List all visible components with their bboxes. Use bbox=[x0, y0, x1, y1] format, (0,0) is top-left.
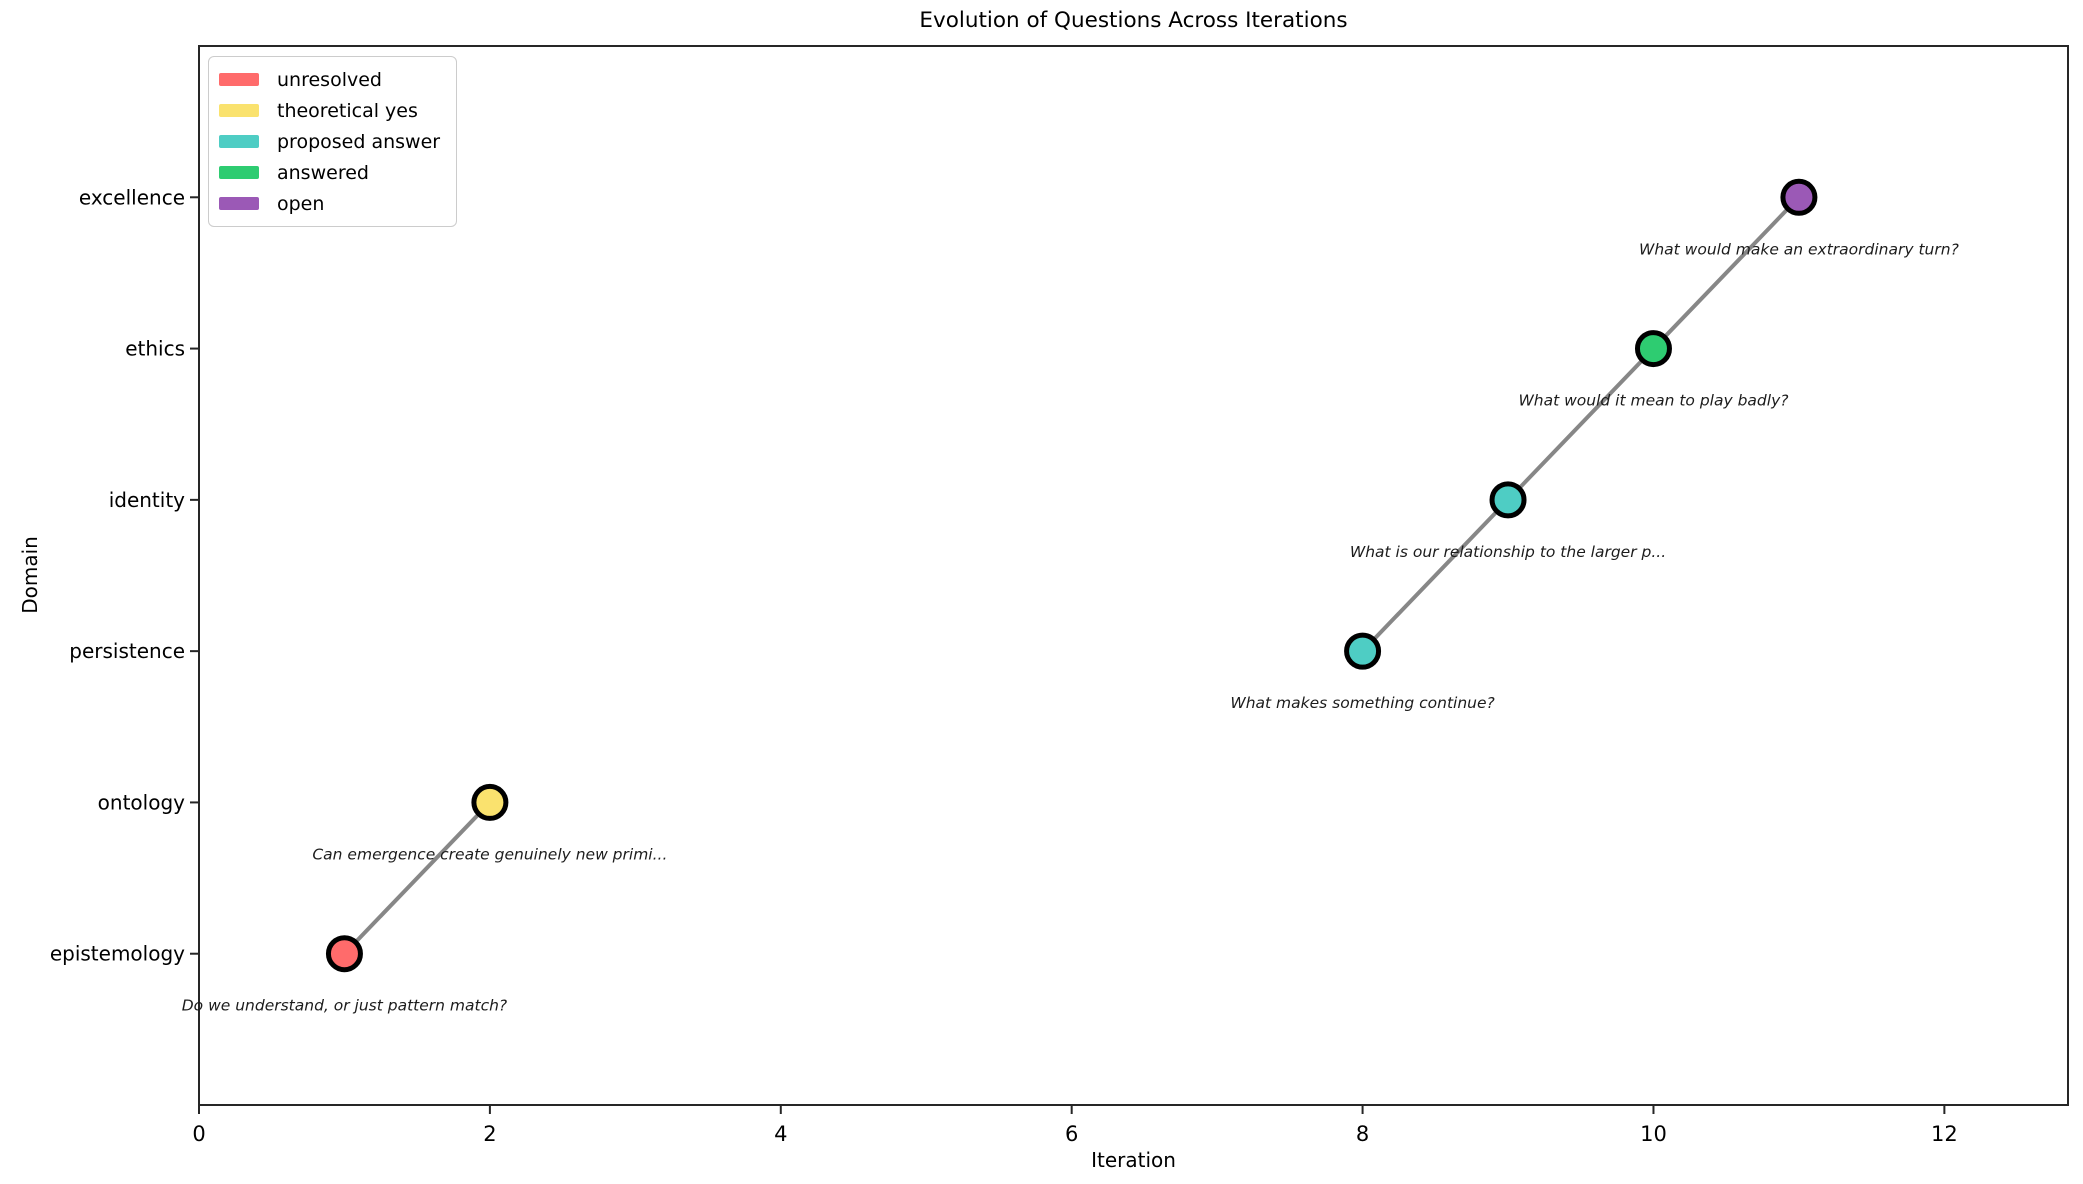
y-tick-label-excellence: excellence bbox=[79, 185, 185, 209]
legend-item-proposed-answer: proposed answer bbox=[219, 126, 440, 157]
x-tick-label: 8 bbox=[1356, 1122, 1369, 1146]
y-tick-label-ontology: ontology bbox=[98, 790, 185, 814]
y-tick-label-persistence: persistence bbox=[69, 639, 185, 663]
data-point-ontology bbox=[471, 783, 509, 821]
legend-label: proposed answer bbox=[277, 130, 441, 153]
data-point-epistemology bbox=[325, 935, 363, 973]
y-tick-label-identity: identity bbox=[109, 488, 185, 512]
legend-item-unresolved: unresolved bbox=[219, 64, 440, 95]
annotation-epistemology: Do we understand, or just pattern match? bbox=[182, 997, 507, 1015]
x-tick-label: 10 bbox=[1640, 1122, 1667, 1146]
data-point-ethics bbox=[1634, 330, 1672, 368]
x-tick-label: 4 bbox=[774, 1122, 787, 1146]
y-tick-label-ethics: ethics bbox=[125, 337, 185, 361]
annotation-persistence: What makes something continue? bbox=[1230, 694, 1494, 712]
annotation-identity: What is our relationship to the larger p… bbox=[1350, 543, 1666, 561]
x-tick-label: 6 bbox=[1065, 1122, 1078, 1146]
legend-label: unresolved bbox=[277, 68, 382, 91]
legend: unresolved theoretical yes proposed answer… bbox=[208, 56, 458, 227]
data-point-persistence bbox=[1344, 632, 1382, 670]
trajectory-line bbox=[343, 801, 492, 956]
legend-swatch bbox=[219, 197, 259, 210]
axes-spines bbox=[198, 45, 2069, 1106]
chart-title: Evolution of Questions Across Iterations bbox=[919, 8, 1348, 33]
x-tick-label: 0 bbox=[192, 1122, 205, 1146]
legend-swatch bbox=[219, 104, 259, 117]
data-point-excellence bbox=[1780, 178, 1818, 216]
x-axis-label: Iteration bbox=[1091, 1148, 1176, 1172]
legend-label: answered bbox=[277, 161, 369, 184]
x-tick-label: 12 bbox=[1931, 1122, 1958, 1146]
y-axis-label: Domain bbox=[18, 536, 42, 614]
legend-item-theoretical-yes: theoretical yes bbox=[219, 95, 440, 126]
data-point-identity bbox=[1489, 481, 1527, 519]
trajectory-line bbox=[1361, 195, 1801, 653]
legend-item-answered: answered bbox=[219, 157, 440, 188]
x-tick-label: 2 bbox=[483, 1122, 496, 1146]
legend-item-open: open bbox=[219, 188, 440, 219]
y-tick-label-epistemology: epistemology bbox=[50, 942, 185, 966]
annotation-ethics: What would it mean to play badly? bbox=[1518, 392, 1788, 410]
annotation-ontology: Can emergence create genuinely new primi… bbox=[312, 845, 667, 863]
legend-label: theoretical yes bbox=[277, 99, 418, 122]
legend-label: open bbox=[277, 192, 325, 215]
annotation-excellence: What would make an extraordinary turn? bbox=[1639, 240, 1959, 258]
legend-swatch bbox=[219, 135, 259, 148]
legend-swatch bbox=[219, 73, 259, 86]
legend-swatch bbox=[219, 166, 259, 179]
